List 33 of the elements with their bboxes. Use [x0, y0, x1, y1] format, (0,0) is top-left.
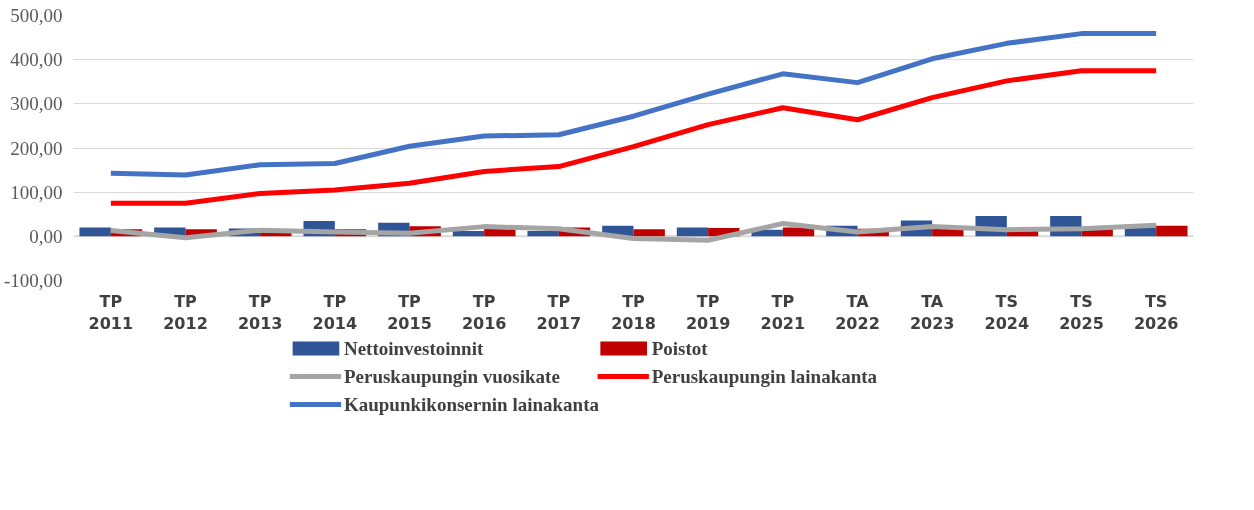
y-tick-label: 200,00 [10, 137, 63, 159]
x-tick-label: TP 2021 [760, 291, 806, 334]
bar [527, 231, 559, 237]
x-tick-label: TP 2016 [461, 291, 507, 334]
bar [676, 227, 709, 237]
legend-label: Peruskaupungin lainakanta [651, 366, 878, 387]
x-tick-label: TS 2024 [984, 291, 1030, 334]
x-tick-label: TP 2014 [312, 291, 358, 334]
bar [1156, 225, 1188, 237]
x-tick-label: TP 2011 [88, 291, 134, 334]
y-tick-label: 0,00 [29, 225, 63, 247]
x-tick-label: TA 2022 [835, 291, 880, 334]
x-tick-label: TS 2026 [1133, 291, 1179, 334]
y-tick-label: 500,00 [10, 5, 63, 26]
y-tick-label: 100,00 [10, 181, 63, 203]
legend-label: Peruskaupungin vuosikate [343, 366, 560, 387]
y-tick-label: 400,00 [10, 49, 63, 71]
legend-label: Kaupunkikonsernin lainakanta [343, 394, 600, 415]
x-tick-label: TP 2012 [163, 291, 208, 334]
x-tick-label: TP 2015 [387, 291, 432, 334]
bar [633, 229, 665, 237]
x-tick-label: TS 2025 [1059, 291, 1104, 334]
y-tick-label: 300,00 [10, 93, 63, 115]
x-tick-label: TP 2013 [237, 291, 283, 334]
x-tick-label: TP 2019 [685, 291, 731, 334]
x-tick-label: TA 2023 [909, 291, 955, 334]
y-tick-label: -100,00 [3, 270, 63, 291]
legend-label: Poistot [651, 338, 709, 359]
x-tick-label: TP 2017 [536, 291, 582, 334]
bar [452, 231, 485, 237]
x-tick-label: TP 2018 [611, 291, 656, 334]
legend-label: Nettoinvestoinnit [343, 338, 484, 359]
bar [79, 227, 111, 237]
